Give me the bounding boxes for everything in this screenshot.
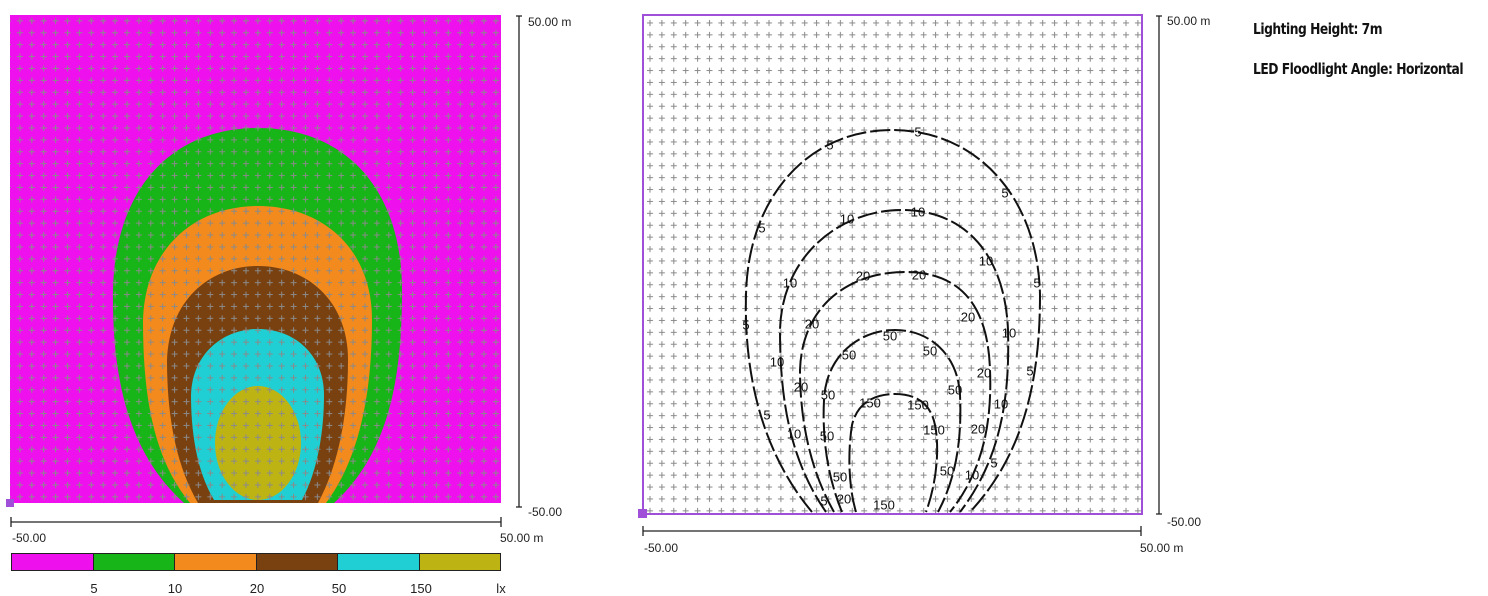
contour-label: 20 — [794, 379, 808, 394]
isoline-panel: 5 5 5 5 5 5 5 5 5 5 10 10 10 10 10 10 10… — [620, 0, 1240, 596]
lighting-height-text: Lighting Height: 7m — [1253, 20, 1383, 38]
x-min-label: -50.00 — [644, 541, 679, 555]
measurement-grid-marks — [643, 15, 1142, 514]
contour-label: 10 — [1002, 325, 1016, 340]
area-border — [642, 14, 1143, 515]
contour-label: 5 — [758, 220, 765, 235]
contour-label: 5 — [820, 493, 827, 508]
x-min-label: -50.00 — [12, 531, 47, 545]
contour-label: 20 — [977, 365, 991, 380]
measurement-grid — [10, 15, 501, 503]
contour-label: 10 — [770, 354, 784, 369]
contour-label: 5 — [1026, 363, 1033, 378]
contour-label: 150 — [907, 397, 929, 412]
contour-label: 5 — [990, 455, 997, 470]
x-max-label: 50.00 m — [500, 531, 544, 545]
legend-label-5: 5 — [90, 581, 98, 596]
origin-marker — [6, 499, 14, 507]
legend-swatch — [93, 554, 175, 570]
contour-label: 20 — [805, 316, 819, 331]
contour-label: 50 — [883, 328, 897, 343]
legend-unit: lx — [496, 581, 506, 596]
legend-swatch — [12, 554, 94, 570]
contour-label: 150 — [859, 395, 881, 410]
legend-swatch — [338, 554, 420, 570]
false-color-panel: 50.00 m -50.00 -50.00 50.00 m — [0, 0, 620, 596]
illuminance-legend: 5 10 20 50 150 lx — [11, 553, 511, 596]
contour-label: 10 — [783, 275, 797, 290]
contour-label: 10 — [911, 204, 925, 219]
origin-marker — [638, 509, 647, 518]
contour-label: 20 — [856, 268, 870, 283]
contour-label: 5 — [1001, 185, 1008, 200]
legend-label-20: 20 — [249, 581, 265, 596]
y-scale-bar — [1156, 15, 1162, 515]
y-scale-bar — [516, 15, 522, 508]
contour-label: 5 — [914, 124, 921, 139]
y-max-label: 50.00 m — [1167, 14, 1211, 28]
legend-swatch — [256, 554, 338, 570]
contour-label: 20 — [912, 267, 926, 282]
contour-label: 5 — [826, 137, 833, 152]
contour-label: 20 — [961, 309, 975, 324]
contour-label: 10 — [965, 467, 979, 482]
isoline-150 — [848, 392, 939, 513]
contour-label: 5 — [1033, 275, 1040, 290]
isoline-10 — [778, 208, 1010, 513]
isoline-20 — [798, 270, 992, 513]
legend-label-10: 10 — [167, 581, 183, 596]
contour-label: 50 — [842, 347, 856, 362]
contour-label: 50 — [821, 387, 835, 402]
contour-label: 50 — [833, 469, 847, 484]
legend-label-50: 50 — [331, 581, 347, 596]
contour-label: 50 — [940, 463, 954, 478]
contour-label: 20 — [837, 491, 851, 506]
contour-label: 10 — [787, 426, 801, 441]
contour-label: 20 — [971, 421, 985, 436]
legend-swatch — [175, 554, 257, 570]
isoline-50 — [822, 328, 962, 513]
contour-label: 10 — [994, 396, 1008, 411]
contour-label: 50 — [923, 343, 937, 358]
contour-label: 10 — [979, 253, 993, 268]
legend-label-150: 150 — [410, 581, 432, 596]
legend-swatch — [419, 554, 500, 570]
contour-label: 5 — [763, 407, 770, 422]
contour-label: 5 — [742, 317, 749, 332]
contour-label: 10 — [840, 211, 854, 226]
false-color-map — [6, 15, 522, 527]
y-min-label: -50.00 — [528, 505, 563, 519]
x-scale-bar — [642, 526, 1142, 536]
legend-bar — [11, 553, 501, 571]
contour-label: 150 — [873, 497, 895, 512]
y-max-label: 50.00 m — [528, 15, 572, 29]
contour-label: 50 — [820, 428, 834, 443]
x-scale-bar — [10, 517, 502, 527]
isoline-map: 5 5 5 5 5 5 5 5 5 5 10 10 10 10 10 10 10… — [638, 14, 1162, 536]
contour-label: 150 — [923, 422, 945, 437]
y-min-label: -50.00 — [1167, 515, 1202, 529]
contour-label: 50 — [948, 382, 962, 397]
x-max-label: 50.00 m — [1140, 541, 1184, 555]
floodlight-angle-text: LED Floodlight Angle: Horizontal — [1253, 60, 1464, 78]
